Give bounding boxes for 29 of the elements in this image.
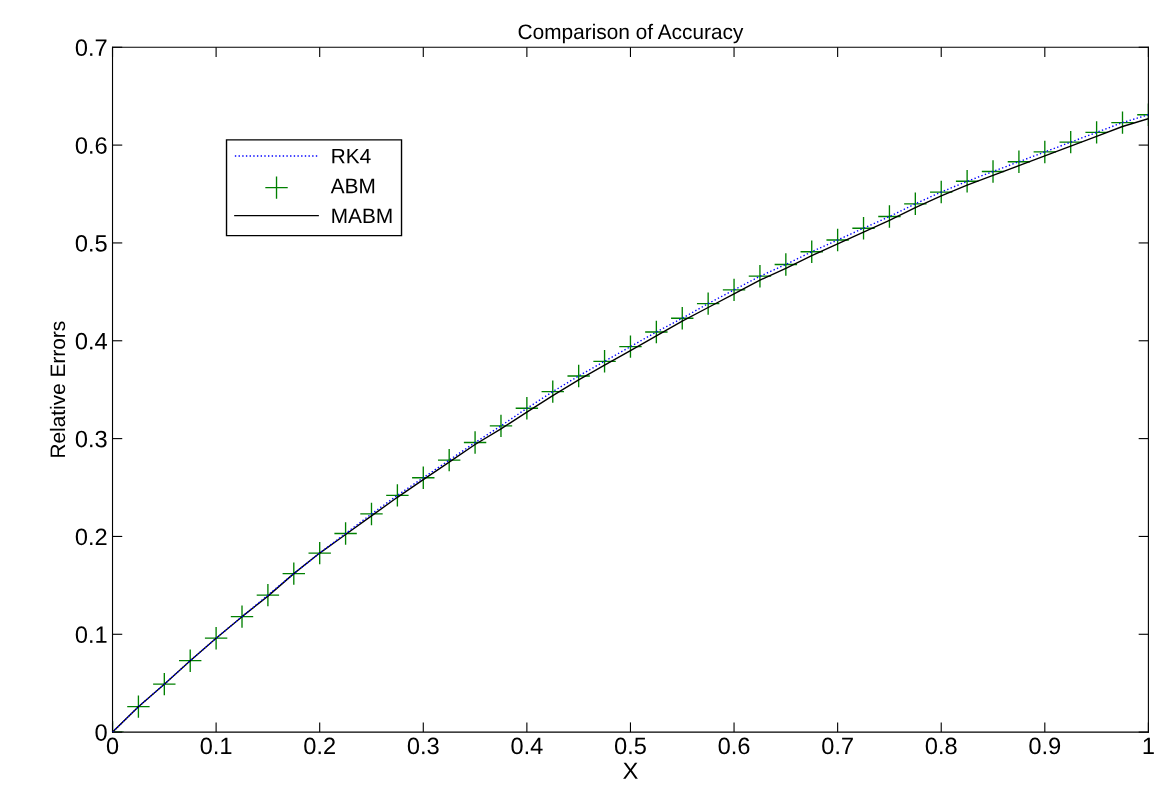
y-tick-label: 0 xyxy=(95,724,107,741)
y-tick-label: 0.3 xyxy=(75,430,107,448)
y-tick-label: 0.4 xyxy=(75,332,107,350)
legend-label: ABM xyxy=(330,178,375,194)
x-tick-label: 1 xyxy=(1143,737,1154,755)
chart-title: Comparison of Accuracy xyxy=(518,23,744,44)
point xyxy=(256,583,280,607)
y-tick-label: 0.6 xyxy=(75,137,107,154)
point xyxy=(204,626,228,650)
x-tick-label: 0.3 xyxy=(407,737,439,755)
y-tick-label: 0.1 xyxy=(75,626,107,644)
y-axis-title: Relative Errors xyxy=(49,321,66,457)
y-tick-label: 0.7 xyxy=(75,39,107,57)
y-tick-label: 0.2 xyxy=(75,528,107,546)
point xyxy=(230,605,254,628)
x-tick-label: 0.4 xyxy=(511,737,543,755)
legend-label: MABM xyxy=(332,208,392,223)
x-tick-label: 0.5 xyxy=(614,737,646,755)
x-tick-label: 0.2 xyxy=(304,737,335,755)
x-tick-label: 0.9 xyxy=(1029,737,1061,755)
x-tick-label: 0.1 xyxy=(200,737,232,755)
x-tick-label: 0.7 xyxy=(822,737,853,755)
y-tick-label: 0.5 xyxy=(75,235,107,252)
x-axis-title: X xyxy=(623,762,638,779)
point xyxy=(308,541,331,565)
x-tick-label: 0 xyxy=(106,737,119,755)
legend-label: RK4 xyxy=(332,148,371,164)
x-tick-label: 0.8 xyxy=(925,737,957,755)
x-tick-label: 0.6 xyxy=(718,737,750,755)
